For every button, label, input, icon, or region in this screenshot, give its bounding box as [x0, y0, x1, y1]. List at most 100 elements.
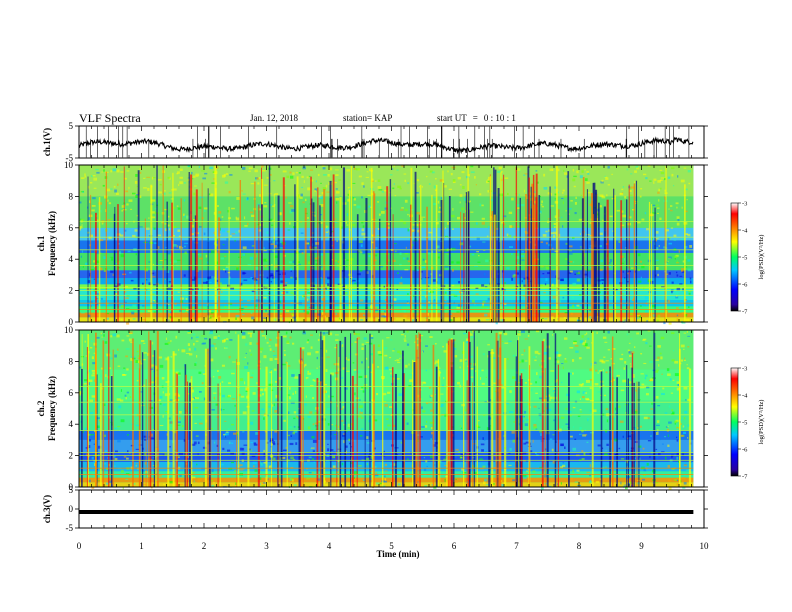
spectrogram-texture — [258, 394, 262, 397]
spectrogram-texture — [278, 212, 282, 215]
spectrogram-texture — [325, 369, 328, 372]
spectrogram-texture — [381, 315, 386, 318]
spectrogram-texture — [316, 356, 319, 360]
spectrogram-texture — [176, 424, 181, 426]
spectrogram-texture — [509, 246, 513, 248]
spectrogram-texture — [421, 216, 426, 218]
spectrogram-texture — [117, 266, 121, 269]
spectrogram-texture — [412, 244, 414, 247]
spectrogram-texture — [302, 294, 305, 298]
spectrogram-texture — [213, 343, 216, 345]
spectrogram-texture — [371, 274, 375, 277]
spectrogram-texture — [430, 304, 432, 307]
spectrogram-texture — [334, 346, 337, 349]
spectrogram-texture — [227, 428, 230, 430]
spectrogram-texture — [559, 300, 561, 303]
spectrogram-texture — [641, 218, 645, 221]
spectrogram-texture — [103, 334, 105, 337]
sferic-streak — [218, 217, 221, 322]
spectrogram-texture — [117, 440, 121, 443]
spectrogram-texture — [582, 391, 586, 395]
spectrogram-texture — [187, 343, 191, 346]
spectrogram-texture — [474, 245, 479, 247]
spectrogram-texture — [651, 402, 653, 405]
spectrogram-texture — [640, 353, 643, 355]
spectrogram-texture — [325, 225, 327, 229]
spectrogram-texture — [412, 224, 416, 226]
spectrogram-texture — [137, 357, 141, 360]
spectrogram-texture — [599, 194, 604, 198]
spectrogram-texture — [525, 276, 530, 279]
spectrogram-texture — [557, 360, 560, 364]
spectrogram-texture — [629, 381, 632, 384]
spectrogram-texture — [322, 187, 326, 191]
spectrogram-texture — [190, 233, 194, 236]
spectrogram-texture — [659, 179, 663, 182]
spectrogram-texture — [390, 372, 392, 375]
spectrogram-texture — [249, 342, 252, 345]
colorbar-label: log(PSD)(V²/Hz) — [758, 235, 765, 280]
spectrogram-texture — [248, 167, 253, 170]
spectrogram-texture — [220, 218, 222, 221]
colorbar-tick-label: -7 — [742, 474, 748, 481]
spectrogram-texture — [293, 426, 296, 428]
spectrogram-texture — [661, 373, 663, 375]
spectrogram-texture — [604, 453, 608, 456]
spectrogram-texture — [110, 357, 113, 360]
spectrogram-texture — [290, 456, 294, 460]
sferic-streak — [154, 365, 157, 487]
spectrogram-texture — [579, 426, 582, 430]
spectrogram-texture — [534, 243, 537, 246]
spectrogram-texture — [568, 415, 573, 417]
spectrogram-texture — [179, 452, 183, 455]
sferic-streak — [332, 174, 335, 322]
sferic-streak — [491, 349, 494, 487]
spectrogram-texture — [413, 182, 416, 184]
spectrogram-texture — [224, 433, 227, 437]
spectrogram-texture — [386, 337, 390, 339]
spectrogram-texture — [363, 314, 365, 316]
spectrogram-texture — [250, 333, 252, 336]
spectrogram-texture — [343, 440, 345, 444]
spectrogram-texture — [670, 392, 674, 394]
spectrogram-texture — [139, 391, 143, 393]
spectrogram-texture — [572, 178, 576, 182]
spectrogram-texture — [267, 478, 269, 481]
x-tick-label: 2 — [202, 541, 207, 551]
spectrogram-texture — [263, 249, 267, 252]
spectrogram-texture — [499, 262, 502, 265]
spectrogram-texture — [226, 230, 230, 233]
spectrogram-texture — [627, 435, 632, 438]
spectrogram-texture — [551, 448, 554, 452]
spectrogram-texture — [676, 291, 679, 295]
spectrogram-texture — [93, 187, 97, 189]
spectrogram-texture — [194, 407, 199, 409]
spectrogram-texture — [612, 379, 615, 382]
spectrogram-texture — [183, 199, 186, 202]
sferic-streak — [626, 365, 628, 487]
sferic-streak — [172, 351, 175, 487]
frequency-band — [79, 289, 694, 301]
spectrogram-texture — [293, 417, 296, 420]
spectrogram-texture — [627, 349, 630, 353]
spectrogram-texture — [289, 442, 294, 446]
spectrogram-texture — [158, 474, 162, 477]
spectrogram-texture — [238, 466, 241, 468]
spectrogram-texture — [424, 425, 428, 428]
y-tick-label: 5 — [69, 485, 74, 495]
spectrogram-texture — [120, 419, 125, 423]
spectrogram-texture — [125, 478, 129, 480]
spectrogram-texture — [103, 355, 107, 357]
spectrogram-texture — [686, 330, 688, 333]
spectrogram-texture — [163, 357, 166, 360]
spectrogram-texture — [315, 263, 318, 267]
spectrogram-texture — [626, 333, 629, 336]
spectrogram-texture — [470, 336, 475, 339]
spectrogram-texture — [197, 253, 200, 256]
spectrogram-texture — [552, 295, 557, 299]
spectrogram-texture — [239, 468, 244, 471]
y-tick-label: 0 — [69, 317, 74, 327]
spectrogram-texture — [108, 367, 112, 370]
sferic-streak — [138, 368, 141, 487]
